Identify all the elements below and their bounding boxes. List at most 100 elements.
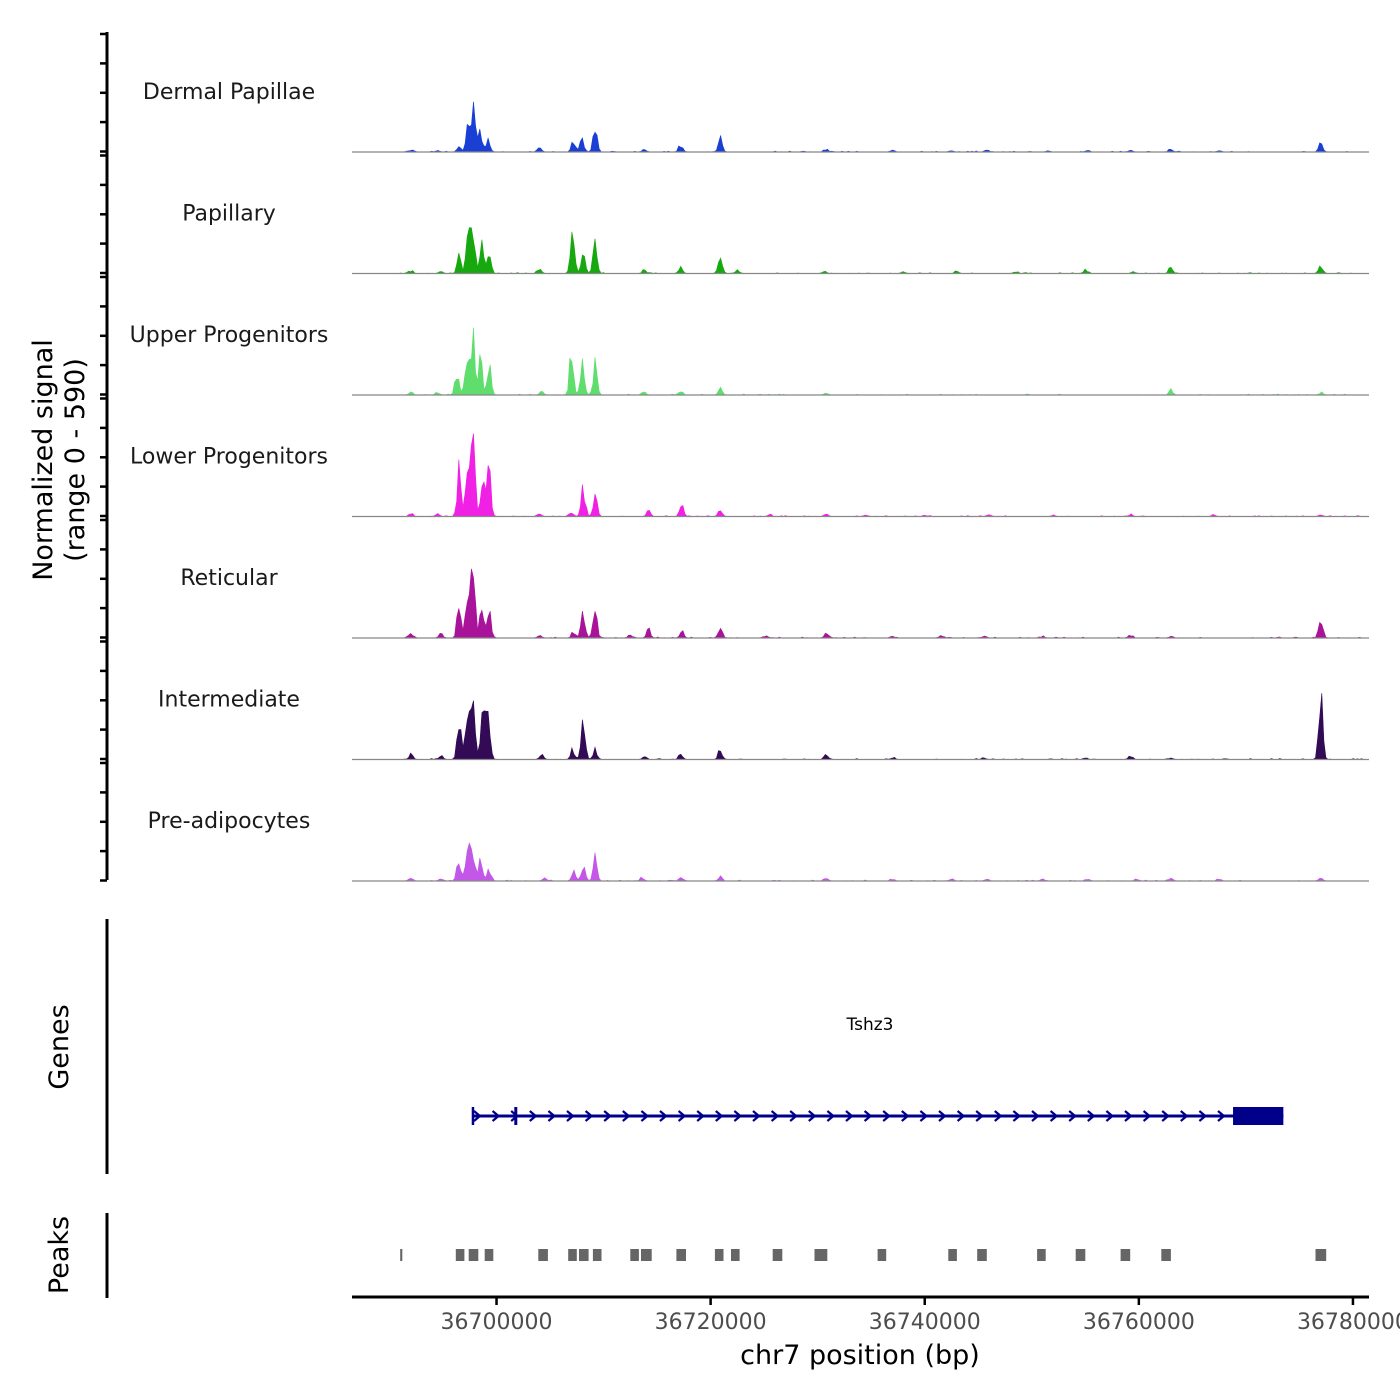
strand-arrow <box>919 1110 929 1122</box>
strand-arrow <box>1217 1110 1226 1122</box>
peak-region <box>455 1249 465 1261</box>
strand-arrow <box>1105 1110 1115 1122</box>
y-axis-title-line2: (range 0 - 590) <box>60 358 91 562</box>
strand-arrow <box>529 1110 538 1122</box>
track-label: Papillary <box>182 202 276 227</box>
gene-name-label: Tshz3 <box>846 1015 894 1035</box>
strand-arrow <box>584 1110 594 1122</box>
track-upper-progenitors: Upper Progenitors <box>130 323 1369 396</box>
track-intermediate: Intermediate <box>158 688 1369 761</box>
x-tick-label: 36700000 <box>441 1310 553 1335</box>
y-axis-title-line1: Normalized signal <box>28 339 59 581</box>
peak-region <box>731 1249 740 1261</box>
peaks-panel-label: Peaks <box>44 1216 75 1294</box>
track-label: Upper Progenitors <box>130 323 329 348</box>
strand-arrow <box>1124 1110 1133 1122</box>
peak-region <box>676 1249 686 1261</box>
strand-arrow <box>994 1110 1003 1122</box>
peak-region <box>772 1249 783 1261</box>
strand-arrow <box>938 1110 947 1122</box>
peak-region <box>948 1249 957 1261</box>
track-label: Intermediate <box>158 688 300 713</box>
strand-arrow <box>956 1110 966 1122</box>
strand-arrow <box>603 1110 612 1122</box>
peak-region <box>641 1249 652 1261</box>
strand-arrow <box>1087 1110 1096 1122</box>
track-dermal-papillae: Dermal Papillae <box>143 80 1369 153</box>
strand-arrow <box>1161 1110 1170 1122</box>
strand-arrow <box>826 1110 836 1122</box>
track-label: Dermal Papillae <box>143 80 315 105</box>
x-axis-ticks: 36700000 36720000 36740000 36760000 36780000 <box>441 1297 1400 1335</box>
peak-region <box>714 1249 724 1261</box>
strand-arrow <box>733 1110 743 1122</box>
strand-arrow <box>1049 1110 1059 1122</box>
x-tick-label: 36740000 <box>869 1310 981 1335</box>
gene-exon <box>1233 1107 1284 1125</box>
track-lower-progenitors: Lower Progenitors <box>130 433 1369 518</box>
peak-region <box>538 1249 548 1261</box>
signal-area <box>399 433 1364 517</box>
peak-region <box>630 1249 639 1261</box>
strand-arrow <box>845 1110 854 1122</box>
peak-region <box>592 1249 602 1261</box>
signal-area <box>399 227 1364 274</box>
strand-arrow <box>677 1110 687 1122</box>
peak-region <box>1120 1249 1131 1261</box>
peak-region <box>1037 1249 1046 1261</box>
peak-region <box>400 1249 403 1261</box>
strand-arrow <box>882 1110 891 1122</box>
strand-arrow <box>1142 1110 1152 1122</box>
strand-arrow <box>863 1110 873 1122</box>
x-tick-label: 36760000 <box>1083 1310 1195 1335</box>
peak-region <box>1161 1249 1171 1261</box>
gene-track <box>471 1107 1284 1125</box>
peak-track <box>400 1249 1327 1261</box>
strand-arrow <box>622 1110 631 1122</box>
peak-region <box>468 1249 479 1261</box>
signal-area <box>399 842 1364 882</box>
strand-arrow <box>752 1110 761 1122</box>
strand-arrow <box>789 1110 798 1122</box>
strand-arrow <box>1068 1110 1077 1122</box>
y-axis-title: Normalized signal (range 0 - 590) <box>28 339 91 581</box>
strand-arrow <box>1031 1110 1040 1122</box>
strand-arrow <box>770 1110 780 1122</box>
signal-tracks: Dermal Papillae Papillary Upper Progenitor… <box>130 80 1369 882</box>
strand-arrow <box>1012 1110 1022 1122</box>
peak-region <box>1315 1249 1327 1261</box>
peak-region <box>579 1249 589 1261</box>
strand-arrow <box>640 1110 650 1122</box>
track-papillary: Papillary <box>182 202 1369 275</box>
x-tick-label: 36720000 <box>655 1310 767 1335</box>
signal-area <box>399 568 1364 639</box>
strand-arrow <box>491 1110 501 1122</box>
strand-arrow <box>473 1110 482 1122</box>
strand-arrow <box>901 1110 910 1122</box>
x-tick-label: 36780000 <box>1297 1310 1400 1335</box>
genes-panel-label: Genes <box>44 1004 75 1089</box>
strand-arrow <box>715 1110 724 1122</box>
peak-region <box>814 1249 828 1261</box>
peak-region <box>877 1249 887 1261</box>
track-pre-adipocytes: Pre-adipocytes <box>148 809 1369 882</box>
strand-arrow <box>547 1110 557 1122</box>
signal-area <box>399 327 1364 396</box>
strand-arrow <box>808 1110 817 1122</box>
strand-arrow <box>510 1110 519 1122</box>
track-label: Reticular <box>180 566 278 591</box>
track-label: Pre-adipocytes <box>148 809 311 834</box>
track-label: Lower Progenitors <box>130 445 328 470</box>
signal-area <box>399 101 1364 153</box>
strand-arrow <box>1180 1110 1189 1122</box>
peak-region <box>977 1249 987 1261</box>
x-axis-title: chr7 position (bp) <box>740 1340 980 1371</box>
peak-region <box>1075 1249 1086 1261</box>
strand-arrow <box>1198 1110 1208 1122</box>
peak-region <box>568 1249 577 1261</box>
signal-y-ticks <box>100 32 107 882</box>
signal-area <box>399 693 1364 760</box>
track-reticular: Reticular <box>180 566 1369 639</box>
strand-arrow <box>566 1110 575 1122</box>
